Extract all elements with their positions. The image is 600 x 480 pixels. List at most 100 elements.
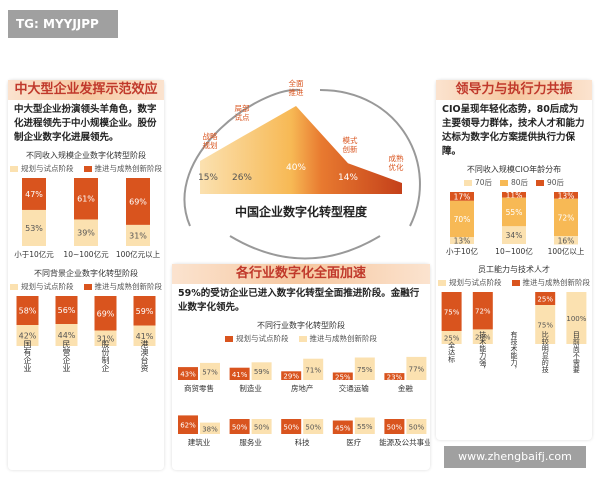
industry-label-dark: 23% [387, 374, 403, 382]
stage-label: 优化 [389, 162, 404, 172]
category-label: 目前尚不需要 [572, 331, 580, 374]
industry-bar-light [251, 362, 272, 380]
category-label: 国有企业 [23, 340, 32, 372]
industry-bar-light [354, 357, 375, 380]
bar-80 [554, 198, 578, 237]
industry-name: 房地产 [291, 383, 314, 393]
bar-90-label: 17% [454, 192, 471, 201]
right-panel-title: 领导力与执行力共振 [436, 80, 592, 100]
bar-80 [450, 200, 474, 238]
industry-bar-dark [281, 371, 302, 380]
left-panel: 中大型企业发挥示范效应 中大型企业扮演领头羊角色，数字化进程领先于中小规模企业。… [8, 80, 164, 470]
industry-bar-dark [229, 419, 250, 434]
industry-label-dark: 45% [335, 424, 351, 432]
bar-label-light: 31% [129, 231, 147, 240]
category-label: 技术能力强， [479, 330, 487, 373]
industry-bar-light [303, 358, 324, 380]
industry-name: 商贸零售 [184, 383, 214, 393]
right-chart1-legend: 70后 80后 90后 [436, 177, 592, 188]
category-label: 民营企业 [62, 340, 71, 372]
left-chart2-subtitle: 不同背景企业数字化转型阶段 [34, 269, 138, 278]
left-panel-title: 中大型企业发挥示范效应 [8, 80, 164, 100]
legend-item-dark: 规划与试点阶段 [225, 333, 289, 344]
bar-70 [554, 236, 578, 245]
bar-light [535, 305, 556, 344]
industry-chart-legend: 规划与试点阶段 推进与成熟创新阶段 [172, 333, 430, 344]
bar-dark [55, 296, 78, 324]
left-chart1-svg: 47% 53% 小于10亿元 61% 39% 10~100亿元 69% 31% 100亿元以上 [14, 178, 161, 259]
cycle-arrow-bottom [229, 235, 381, 260]
center-bottom-panel: 各行业数字化全面加速 59%的受访企业已进入数字化转型全面推进阶段。金融行业数字… [172, 264, 432, 470]
bar-label-light: 25% [444, 335, 460, 343]
bar-light [55, 324, 78, 346]
footer-url[interactable]: www.zhengbaifj.com [444, 446, 586, 468]
bar-dark [126, 178, 150, 225]
legend-item-light: 规划与试点阶段 [10, 281, 74, 292]
bar-label-dark: 69% [97, 309, 115, 318]
industry-label-light: 55% [357, 423, 373, 431]
stage-label: 成熟 [389, 153, 404, 163]
bar-dark [74, 178, 98, 220]
cycle-arrow-right [319, 89, 421, 227]
category-label: 小于10亿元 [14, 249, 54, 259]
industry-name: 医疗 [346, 437, 361, 447]
bar-70 [502, 226, 526, 244]
bar-light [22, 209, 46, 246]
bar-label-dark: 58% [19, 307, 37, 316]
category-label: 小于10亿 [446, 246, 479, 256]
industry-bar-light [406, 419, 427, 434]
right-panel: 领导力与执行力共振 CIO呈现年轻化态势，80后成为主要领导力群体，技术人才和能… [436, 80, 592, 440]
industry-chart-svg: 43% 57% 商贸零售 41% 59% 制造业 29% 71% 房地产 25% 75% 交通运输 23… [178, 356, 432, 447]
bar-dark [535, 292, 556, 305]
bar-dark [94, 296, 117, 331]
bar-label-light: 31% [97, 334, 115, 343]
legend-item-dark: 推进与成熟创新阶段 [511, 277, 590, 288]
maturity-chart-title: 中国企业数字化转型程度 [235, 204, 368, 219]
stage-value: 15% [198, 173, 218, 183]
industry-label-light: 50% [254, 424, 270, 432]
bar-70-label: 16% [558, 236, 575, 245]
industry-bar-light [303, 419, 324, 434]
maturity-area [200, 106, 402, 194]
bar-90 [502, 192, 526, 198]
bar-label-light: 41% [136, 332, 154, 341]
legend-item-light: 规划与试点阶段 [438, 277, 502, 288]
right-chart1-subtitle: 不同收入规模CIO年龄分布 [466, 165, 562, 174]
industry-bar-dark [332, 420, 353, 434]
industry-label-dark: 62% [180, 422, 196, 430]
category-label: 港澳台资 [140, 339, 149, 373]
bar-90 [450, 192, 474, 201]
bar-label-dark: 75% [444, 309, 460, 317]
industry-name: 制造业 [239, 383, 262, 393]
stage-label: 试点 [235, 112, 250, 122]
stage-label: 战略 [203, 131, 218, 141]
bar-label-light: 28% [475, 334, 491, 342]
stage-value: 40% [286, 163, 306, 173]
bar-light [566, 292, 587, 344]
legend-item-70: 70后 [463, 177, 492, 188]
bar-80 [502, 197, 526, 227]
bar-80-label: 72% [558, 213, 575, 222]
industry-label-dark: 50% [387, 424, 403, 432]
industry-label-light: 50% [409, 424, 425, 432]
category-label: 100亿以上 [548, 246, 585, 256]
bar-90-label: 11% [506, 191, 523, 200]
bar-dark [16, 296, 39, 325]
bar-label-light: 39% [77, 229, 95, 238]
industry-label-dark: 25% [335, 373, 351, 381]
bar-dark [133, 296, 156, 326]
bar-label-light: 100% [566, 315, 586, 323]
legend-item-light: 规划与试点阶段 [10, 163, 74, 174]
bar-label-dark: 25% [537, 296, 553, 304]
bar-light [126, 224, 150, 246]
stage-label: 模式 [343, 135, 358, 145]
bar-light [74, 219, 98, 246]
category-label: 10~100亿元 [63, 249, 109, 259]
stage-value: 14% [338, 173, 358, 183]
category-label: 有技术能力， [510, 330, 518, 373]
bar-80-label: 55% [506, 208, 523, 217]
bar-80-label: 70% [454, 215, 471, 224]
industry-bar-dark [229, 367, 250, 380]
industry-name: 建筑业 [188, 437, 211, 447]
industry-name: 科技 [295, 437, 310, 447]
